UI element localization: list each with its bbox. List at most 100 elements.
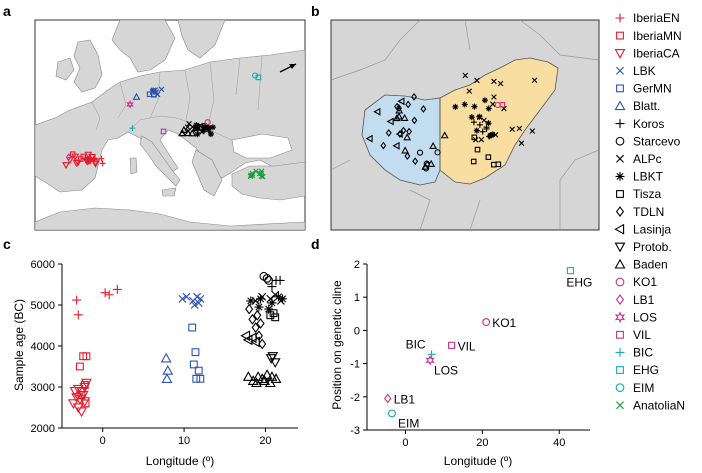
chart-c-point-tdln bbox=[245, 303, 254, 315]
legend-marker-iberiaen bbox=[615, 13, 625, 23]
map-a-marker-iberiamn bbox=[77, 156, 84, 162]
map-b-marker-alpc bbox=[474, 77, 480, 84]
chart-c-point-tdln bbox=[251, 322, 260, 333]
map-a-marker-alpc bbox=[184, 124, 191, 130]
map-b-marker-tdln bbox=[394, 102, 400, 111]
map-a-marker-germn bbox=[146, 91, 153, 98]
map-b-marker-tdln bbox=[385, 129, 392, 137]
chart-c-point-germn bbox=[192, 374, 201, 383]
hungary-map bbox=[330, 19, 600, 231]
chart-c-point-iberiaca bbox=[76, 407, 87, 418]
legend-marker-bic bbox=[615, 347, 625, 357]
chart-c-point-germn bbox=[194, 366, 203, 375]
map-b-marker-lasinja bbox=[395, 130, 403, 138]
chart-c-point-baden bbox=[259, 375, 271, 385]
map-b-marker-lbkt bbox=[476, 113, 483, 120]
chart-d-point-label-ehg: EHG bbox=[566, 276, 592, 290]
map-b-marker-alpc bbox=[497, 80, 504, 87]
chart-c-x-tick-label: 20 bbox=[259, 435, 271, 447]
chart-c-point-blatt bbox=[160, 352, 172, 363]
chart-d-point-label-los: LOS bbox=[434, 363, 458, 377]
legend-marker-ehg bbox=[616, 366, 624, 374]
legend-label-los: LOS bbox=[633, 310, 657, 324]
britain-landmass bbox=[73, 39, 103, 93]
legend-marker-vil bbox=[616, 330, 624, 339]
panel-letter-d: d bbox=[311, 236, 320, 252]
map-b-marker-tdln bbox=[404, 152, 411, 160]
black-sea bbox=[231, 133, 293, 159]
legend-marker-blatt bbox=[614, 100, 626, 111]
map-a-marker-anatolian bbox=[249, 170, 256, 177]
map-b-marker-baden bbox=[401, 146, 410, 154]
chart-c-point-koros bbox=[275, 275, 285, 285]
map-a-marker-vil bbox=[160, 128, 167, 135]
map-a-marker-anatolian bbox=[256, 170, 263, 177]
map-a-marker-lb1 bbox=[65, 153, 72, 162]
map-a-marker-iberiaca bbox=[62, 162, 70, 170]
chart-d-y-tick-label: -1 bbox=[350, 359, 360, 371]
map-b-marker-tdln bbox=[400, 126, 407, 135]
finland-landmass bbox=[177, 20, 226, 59]
chart-c-point-protob bbox=[269, 358, 281, 369]
chart-c-xlabel: Longitude (º) bbox=[146, 454, 214, 468]
legend-label-tisza: Tisza bbox=[633, 187, 662, 201]
map-b-marker-baden bbox=[395, 106, 404, 114]
map-b-marker-alpc bbox=[491, 94, 497, 100]
map-b-marker-alpc bbox=[466, 88, 473, 94]
map-b-marker-starcevo bbox=[423, 165, 430, 172]
ireland-landmass bbox=[55, 57, 75, 81]
chart-c-point-germn bbox=[188, 323, 197, 332]
chart-c-point-baden bbox=[264, 377, 276, 388]
chart-d-point-los bbox=[425, 354, 435, 366]
legend: IberiaEN IberiaMN IberiaCA LBK GerMN Blatt. Ko… bbox=[614, 11, 685, 412]
chart-c-point-tisza bbox=[269, 309, 278, 318]
map-a-marker-iberiamn bbox=[69, 151, 76, 157]
map-b-marker-lbkt bbox=[468, 114, 475, 121]
map-b-marker-lbkt bbox=[473, 127, 480, 134]
italy-landmass bbox=[139, 135, 181, 187]
map-a-marker-iberiaca bbox=[91, 159, 100, 167]
legend-label-germn: GerMN bbox=[633, 82, 672, 96]
chart-c-y-tick-label: 5000 bbox=[31, 300, 55, 312]
map-a-marker-lbk bbox=[158, 86, 165, 93]
map-b-marker-lasinja bbox=[386, 117, 394, 126]
legend-marker-tdln bbox=[615, 206, 625, 218]
chart-d-x-tick-label: 40 bbox=[553, 437, 565, 449]
legend-marker-iberiaca bbox=[614, 49, 626, 59]
chart-c-point-lbk bbox=[194, 298, 203, 307]
legend-marker-lb1 bbox=[615, 294, 625, 306]
chart-d-xlabel: Longitude (º) bbox=[444, 454, 512, 468]
legend-marker-germn bbox=[616, 84, 624, 93]
map-a-marker-bic bbox=[129, 125, 136, 132]
legend-label-bic: BIC bbox=[633, 346, 653, 360]
chart-c-point-tdln bbox=[248, 313, 257, 325]
map-b-marker-tdln bbox=[406, 127, 413, 136]
chart-c-points bbox=[67, 271, 288, 418]
map-b-marker-alpc bbox=[516, 125, 523, 132]
chart-d-y-tick-label: -2 bbox=[350, 392, 360, 404]
chart-c-point-blatt bbox=[161, 373, 173, 383]
chart-c-point-baden bbox=[242, 371, 254, 381]
legend-marker-lbkt bbox=[615, 171, 625, 181]
legend-label-iberiaen: IberiaEN bbox=[633, 11, 680, 25]
chart-c-point-iberiaca bbox=[72, 384, 84, 395]
map-b-marker-tdln bbox=[405, 100, 412, 109]
map-b-marker-alpc bbox=[489, 101, 496, 107]
legend-marker-koros bbox=[615, 119, 625, 129]
map-b-marker-tisza bbox=[485, 154, 492, 160]
map-b-marker-lbkt bbox=[485, 105, 492, 112]
legend-label-starcevo: Starcevo bbox=[633, 134, 681, 148]
map-b-marker-lasinja bbox=[365, 134, 373, 143]
chart-d-point-ehg bbox=[566, 267, 574, 275]
map-a-marker-blatt bbox=[132, 92, 141, 100]
chart-c-point-lbkt bbox=[278, 294, 288, 304]
map-b-marker-lbkt bbox=[489, 131, 496, 138]
legend-marker-ko1 bbox=[615, 277, 625, 287]
legend-label-ko1: KO1 bbox=[633, 275, 657, 289]
chart-c-point-baden bbox=[261, 369, 273, 379]
chart-d-point-ko1 bbox=[482, 318, 491, 327]
chart-c-point-iberiaen bbox=[73, 310, 83, 320]
map-b-marker-alpc bbox=[478, 136, 485, 143]
chart-c-ylabel: Sample age (BC) bbox=[12, 299, 26, 391]
legend-label-lbkt: LBKT bbox=[633, 170, 664, 184]
